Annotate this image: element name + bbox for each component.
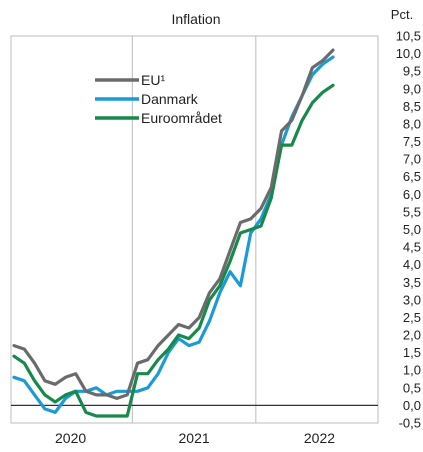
y-tick-label: 5,0 [403,222,421,237]
y-tick-label: 2,0 [403,328,421,343]
series-line-3 [12,83,335,418]
y-tick-label: 10,5 [396,29,421,44]
y-axis-ticks: -0,5 0,0 0,5 1,0 1,5 2,0 2,5 3,0 3,5 4,0 4,5 5,0 5,5… [396,29,421,431]
y-tick-label: 10,0 [396,46,421,61]
y-tick-label: 4,5 [403,240,421,255]
y-tick-label: 8,5 [403,99,421,114]
x-tick-label: 2021 [179,430,210,446]
y-tick-label: 5,5 [403,204,421,219]
y-tick-label: -0,5 [399,416,421,431]
y-tick-label: 8,0 [403,116,421,131]
y-tick-label: 9,0 [403,81,421,96]
legend: EU¹ Danmark Euroområdet [95,72,222,126]
y-tick-label: 2,5 [403,310,421,325]
y-tick-label: 4,0 [403,257,421,272]
y-axis-unit: Pct. [391,7,413,22]
y-tick-label: 1,5 [403,345,421,360]
legend-label: EU¹ [141,72,165,88]
legend-label: Euroområdet [141,110,222,126]
y-tick-label: 1,0 [403,363,421,378]
y-tick-label: 3,0 [403,292,421,307]
x-tick-label: 2022 [304,430,335,446]
x-tick-label: 2020 [55,430,86,446]
chart-title: Inflation [171,11,220,27]
series-lines [12,48,335,418]
y-tick-label: 0,0 [403,398,421,413]
plot-frame [10,35,379,424]
series-line-1 [12,48,335,400]
grid [10,35,379,424]
y-tick-label: 0,5 [403,380,421,395]
x-axis-ticks: 2020 2021 2022 [55,430,335,446]
y-tick-label: 3,5 [403,275,421,290]
y-tick-label: 6,5 [403,169,421,184]
y-tick-label: 7,5 [403,134,421,149]
legend-label: Danmark [141,91,199,107]
y-tick-label: 9,5 [403,64,421,79]
y-tick-label: 7,0 [403,152,421,167]
y-tick-label: 6,0 [403,187,421,202]
